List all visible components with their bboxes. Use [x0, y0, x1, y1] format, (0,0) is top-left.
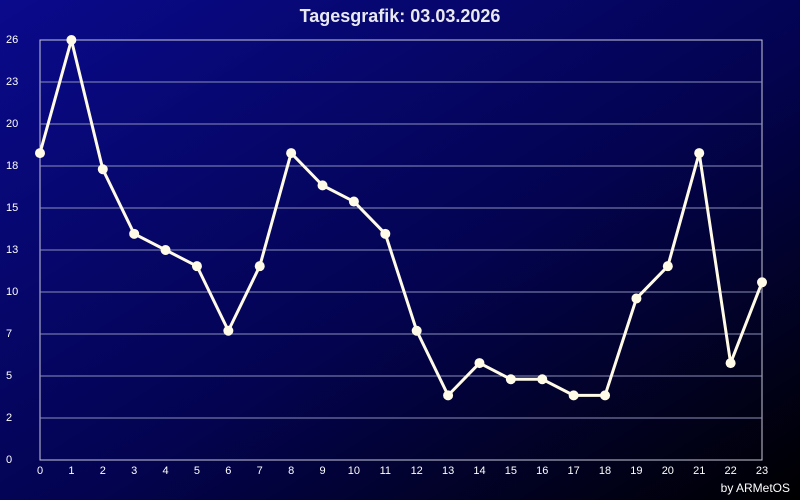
- point: [35, 148, 45, 159]
- x-tick-label: 10: [348, 465, 360, 477]
- x-tick-label: 4: [163, 465, 169, 477]
- point: [505, 374, 516, 385]
- point: [286, 148, 297, 159]
- point: [474, 358, 485, 369]
- x-tick-label: 18: [599, 465, 611, 477]
- point: [97, 164, 108, 175]
- point: [223, 325, 234, 336]
- point: [411, 325, 422, 336]
- y-tick-label: 7: [6, 328, 12, 340]
- x-tick-label: 9: [319, 465, 325, 477]
- x-tick-label: 11: [380, 465, 391, 477]
- x-tick-label: 17: [568, 465, 580, 477]
- y-tick-label: 26: [6, 34, 18, 46]
- x-tick-label: 13: [442, 465, 454, 477]
- x-tick-label: 1: [68, 465, 74, 477]
- y-tick-label: 15: [6, 202, 18, 214]
- credit: by ARMetOS: [721, 481, 790, 495]
- x-tick-label: 21: [693, 465, 705, 477]
- point: [129, 228, 140, 239]
- point: [191, 261, 202, 272]
- y-tick-label: 18: [6, 160, 18, 172]
- point: [160, 245, 171, 255]
- point: [443, 390, 454, 401]
- y-tick-label: 20: [6, 118, 18, 130]
- point: [757, 277, 767, 288]
- x-tick-label: 2: [100, 465, 106, 477]
- x-tick-label: 3: [131, 465, 137, 477]
- point: [380, 228, 391, 239]
- point: [600, 390, 611, 401]
- x-tick-label: 15: [505, 465, 517, 477]
- point: [725, 358, 736, 369]
- x-tick-label: 5: [194, 465, 200, 477]
- point: [631, 293, 642, 304]
- y-tick-label: 2: [6, 412, 12, 424]
- y-tick-label: 23: [6, 76, 18, 88]
- y-tick-label: 13: [6, 244, 18, 256]
- point: [66, 35, 77, 45]
- x-tick-label: 6: [225, 465, 231, 477]
- x-tick-label: 19: [630, 465, 642, 477]
- y-tick-label: 0: [6, 454, 12, 466]
- point: [568, 390, 579, 401]
- point: [254, 261, 265, 272]
- point: [348, 196, 359, 207]
- line: [38, 38, 764, 397]
- x-tick-label: 8: [288, 465, 294, 477]
- point: [662, 261, 673, 272]
- x-tick-label: 0: [37, 465, 43, 477]
- x-tick-label: 7: [257, 465, 263, 477]
- point: [537, 374, 548, 385]
- point: [694, 148, 705, 159]
- x-tick-label: 14: [473, 465, 485, 477]
- x-tick-label: 16: [536, 465, 548, 477]
- y-tick-label: 5: [6, 370, 12, 382]
- x-tick-label: 12: [411, 465, 423, 477]
- y-tick-label: 10: [6, 286, 18, 298]
- chart-title: Tagesgrafik: 03.03.2026: [300, 6, 501, 26]
- point: [317, 180, 328, 191]
- x-tick-label: 23: [756, 465, 768, 477]
- x-tick-label: 22: [724, 465, 736, 477]
- x-tick-label: 20: [662, 465, 674, 477]
